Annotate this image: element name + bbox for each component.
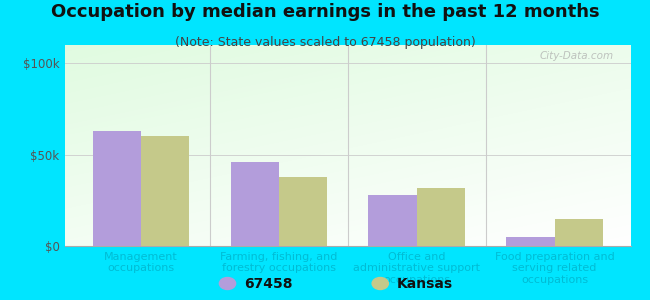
Text: 67458: 67458 xyxy=(244,277,292,290)
Text: (Note: State values scaled to 67458 population): (Note: State values scaled to 67458 popu… xyxy=(175,36,475,49)
Text: Occupation by median earnings in the past 12 months: Occupation by median earnings in the pas… xyxy=(51,3,599,21)
Bar xyxy=(231,162,279,246)
Bar xyxy=(369,195,417,246)
Text: Kansas: Kansas xyxy=(396,277,452,290)
Bar xyxy=(554,219,603,246)
Bar xyxy=(92,131,141,246)
Bar xyxy=(279,177,327,246)
Bar xyxy=(417,188,465,246)
Bar xyxy=(506,237,554,246)
Text: City-Data.com: City-Data.com xyxy=(540,51,614,61)
Bar xyxy=(141,136,189,246)
